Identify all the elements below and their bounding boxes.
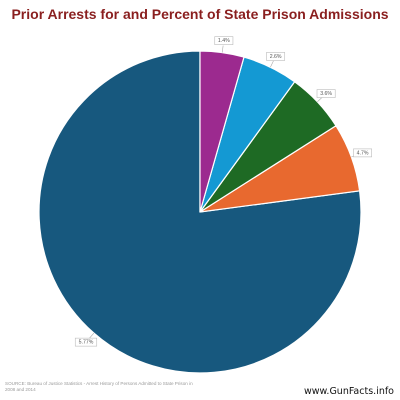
slice-label-box-4 [266,52,286,61]
slice-leader-5 [221,45,224,53]
slice-label-3: 3.6% [320,91,332,97]
slice-label-4: 2.6% [270,54,282,60]
slice-label-box-3 [316,89,336,98]
source-note: SOURCE: Bureau of Justice Statistics - A… [5,381,193,392]
brand-label: www.GunFacts.info [303,386,394,397]
slice-label-5: 1.4% [218,38,230,44]
pie-slices [38,50,362,374]
pie-slice-5 [199,50,245,213]
pie-labels: 5.77% 4.7% 3.6% 2.6% 1.4% [74,36,372,347]
slice-leader-4 [270,60,274,68]
slice-label-2: 4.7% [357,150,369,156]
slice-label-1: 5.77% [79,340,94,346]
slice-label-box-1 [74,337,98,347]
chart-title: Prior Arrests for and Percent of State P… [11,6,389,22]
slice-label-box-5 [214,36,234,45]
slice-label-box-2 [353,148,372,158]
slice-leader-1 [89,332,95,339]
